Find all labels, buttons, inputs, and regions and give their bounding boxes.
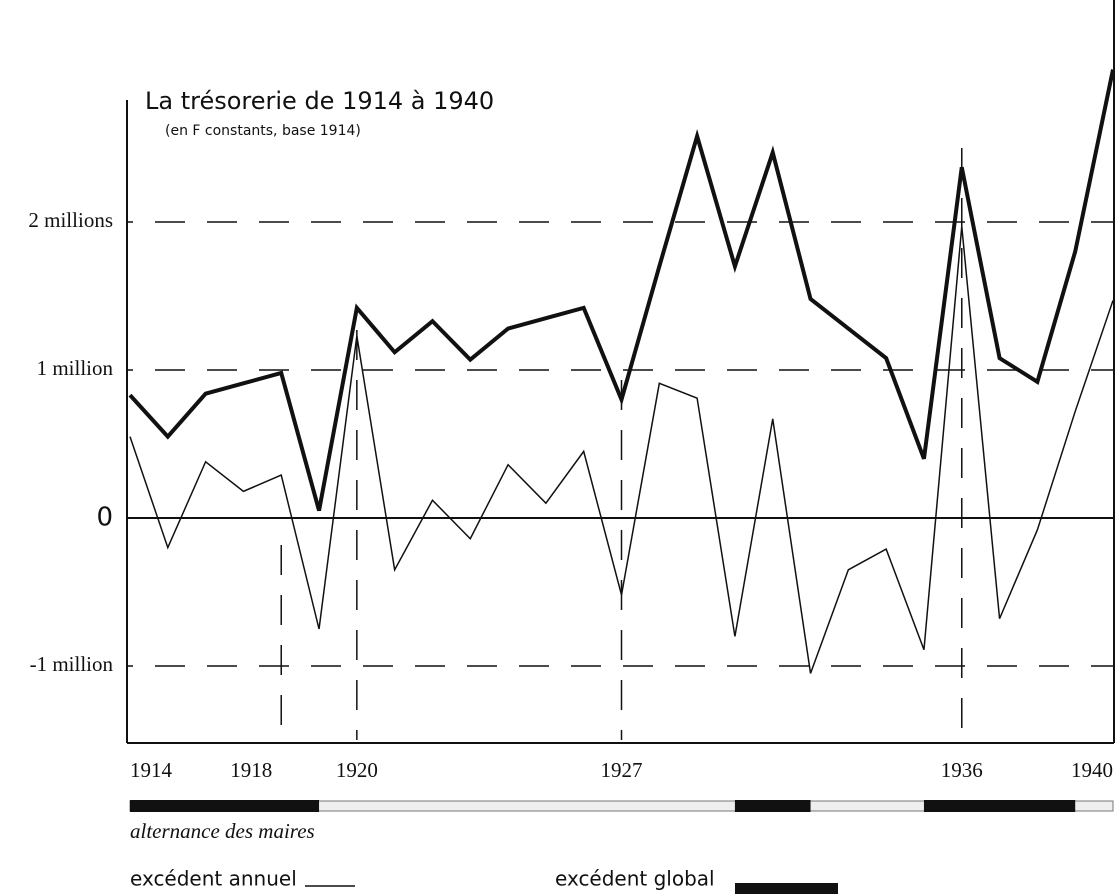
x-tick-label: 1940 [1071,758,1113,782]
mayor-period [734,800,811,812]
mayor-label: alternance des maires [130,819,315,843]
y-tick-label: 0 [96,503,113,533]
chart-subtitle: (en F constants, base 1914) [165,123,361,139]
chart-title: La trésorerie de 1914 à 1940 [145,87,494,115]
y-tick-label: -1 million [30,652,114,676]
mayor-period [130,800,320,812]
series-line [129,226,1114,674]
series-line [128,69,1115,512]
x-tick-label: 1920 [336,758,378,782]
x-tick-label: 1927 [601,758,643,782]
y-tick-label: 2 millions [28,208,113,232]
y-tick-label: 1 million [37,356,114,380]
legend-swatch [735,883,838,894]
x-tick-label: 1914 [130,758,173,782]
x-tick-label: 1936 [941,758,983,782]
legend-label: excédent annuel [130,867,297,891]
mayor-period [923,800,1076,812]
legend-label: excédent global [555,867,715,891]
x-tick-label: 1918 [230,758,272,782]
